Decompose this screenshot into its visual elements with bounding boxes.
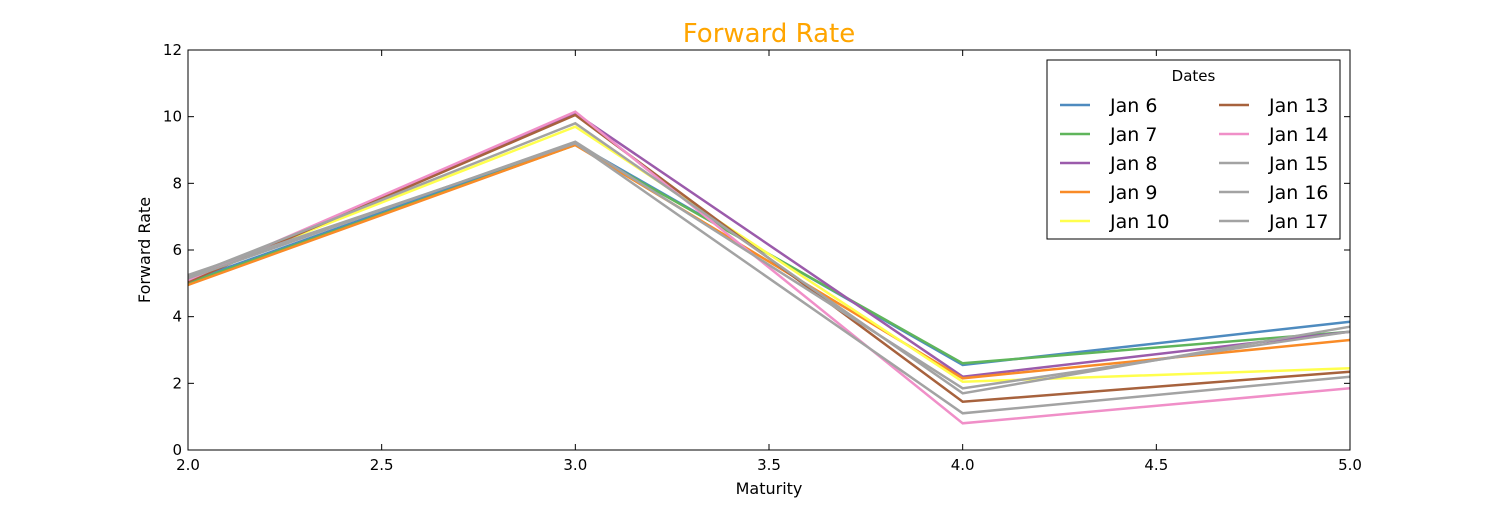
legend-entry-label: Jan 9 — [1109, 182, 1157, 204]
y-tick-label: 10 — [163, 108, 182, 126]
legend-entry-label: Jan 16 — [1268, 182, 1329, 204]
y-tick-label: 8 — [172, 174, 182, 192]
legend-title: Dates — [1172, 67, 1216, 85]
legend-entry-label: Jan 7 — [1109, 124, 1157, 146]
legend-entry-label: Jan 14 — [1268, 124, 1329, 146]
x-tick-label: 2.0 — [176, 456, 200, 474]
series-line-jan-17 — [187, 141, 1351, 415]
y-tick-label: 0 — [172, 441, 182, 459]
x-tick-label: 3.0 — [563, 456, 587, 474]
legend-entry-label: Jan 6 — [1109, 95, 1157, 117]
y-tick-label: 2 — [172, 374, 182, 392]
x-tick-label: 4.5 — [1144, 456, 1168, 474]
x-tick-label: 3.5 — [757, 456, 781, 474]
chart-title: Forward Rate — [683, 19, 855, 49]
x-tick-label: 5.0 — [1338, 456, 1362, 474]
y-tick-label: 4 — [172, 308, 182, 326]
legend-entry-label: Jan 15 — [1268, 153, 1329, 175]
y-axis-label: Forward Rate — [135, 197, 154, 303]
legend-entry-label: Jan 8 — [1109, 153, 1157, 175]
x-tick-label: 4.0 — [951, 456, 975, 474]
plot-area: 2.0 2.5 3.0 3.5 4.0 4.5 5.0 0 2 4 6 8 10 12 — [163, 41, 1362, 474]
legend-entry-label: Jan 17 — [1268, 211, 1329, 233]
y-tick-label: 6 — [172, 241, 182, 259]
y-tick-label: 12 — [163, 41, 182, 59]
series-line-jan-14 — [187, 110, 1351, 425]
legend-entry-label: Jan 13 — [1268, 95, 1329, 117]
series-line-jan-10 — [187, 125, 1351, 383]
x-tick-label: 2.5 — [370, 456, 394, 474]
legend-entry-label: Jan 10 — [1109, 211, 1170, 233]
legend-frame — [1046, 59, 1341, 240]
x-axis-label: Maturity — [736, 479, 803, 498]
legend: Dates Jan 6 Jan 7 Jan 8 Jan 9 Jan 10 Jan 13 Jan… — [1046, 59, 1341, 240]
